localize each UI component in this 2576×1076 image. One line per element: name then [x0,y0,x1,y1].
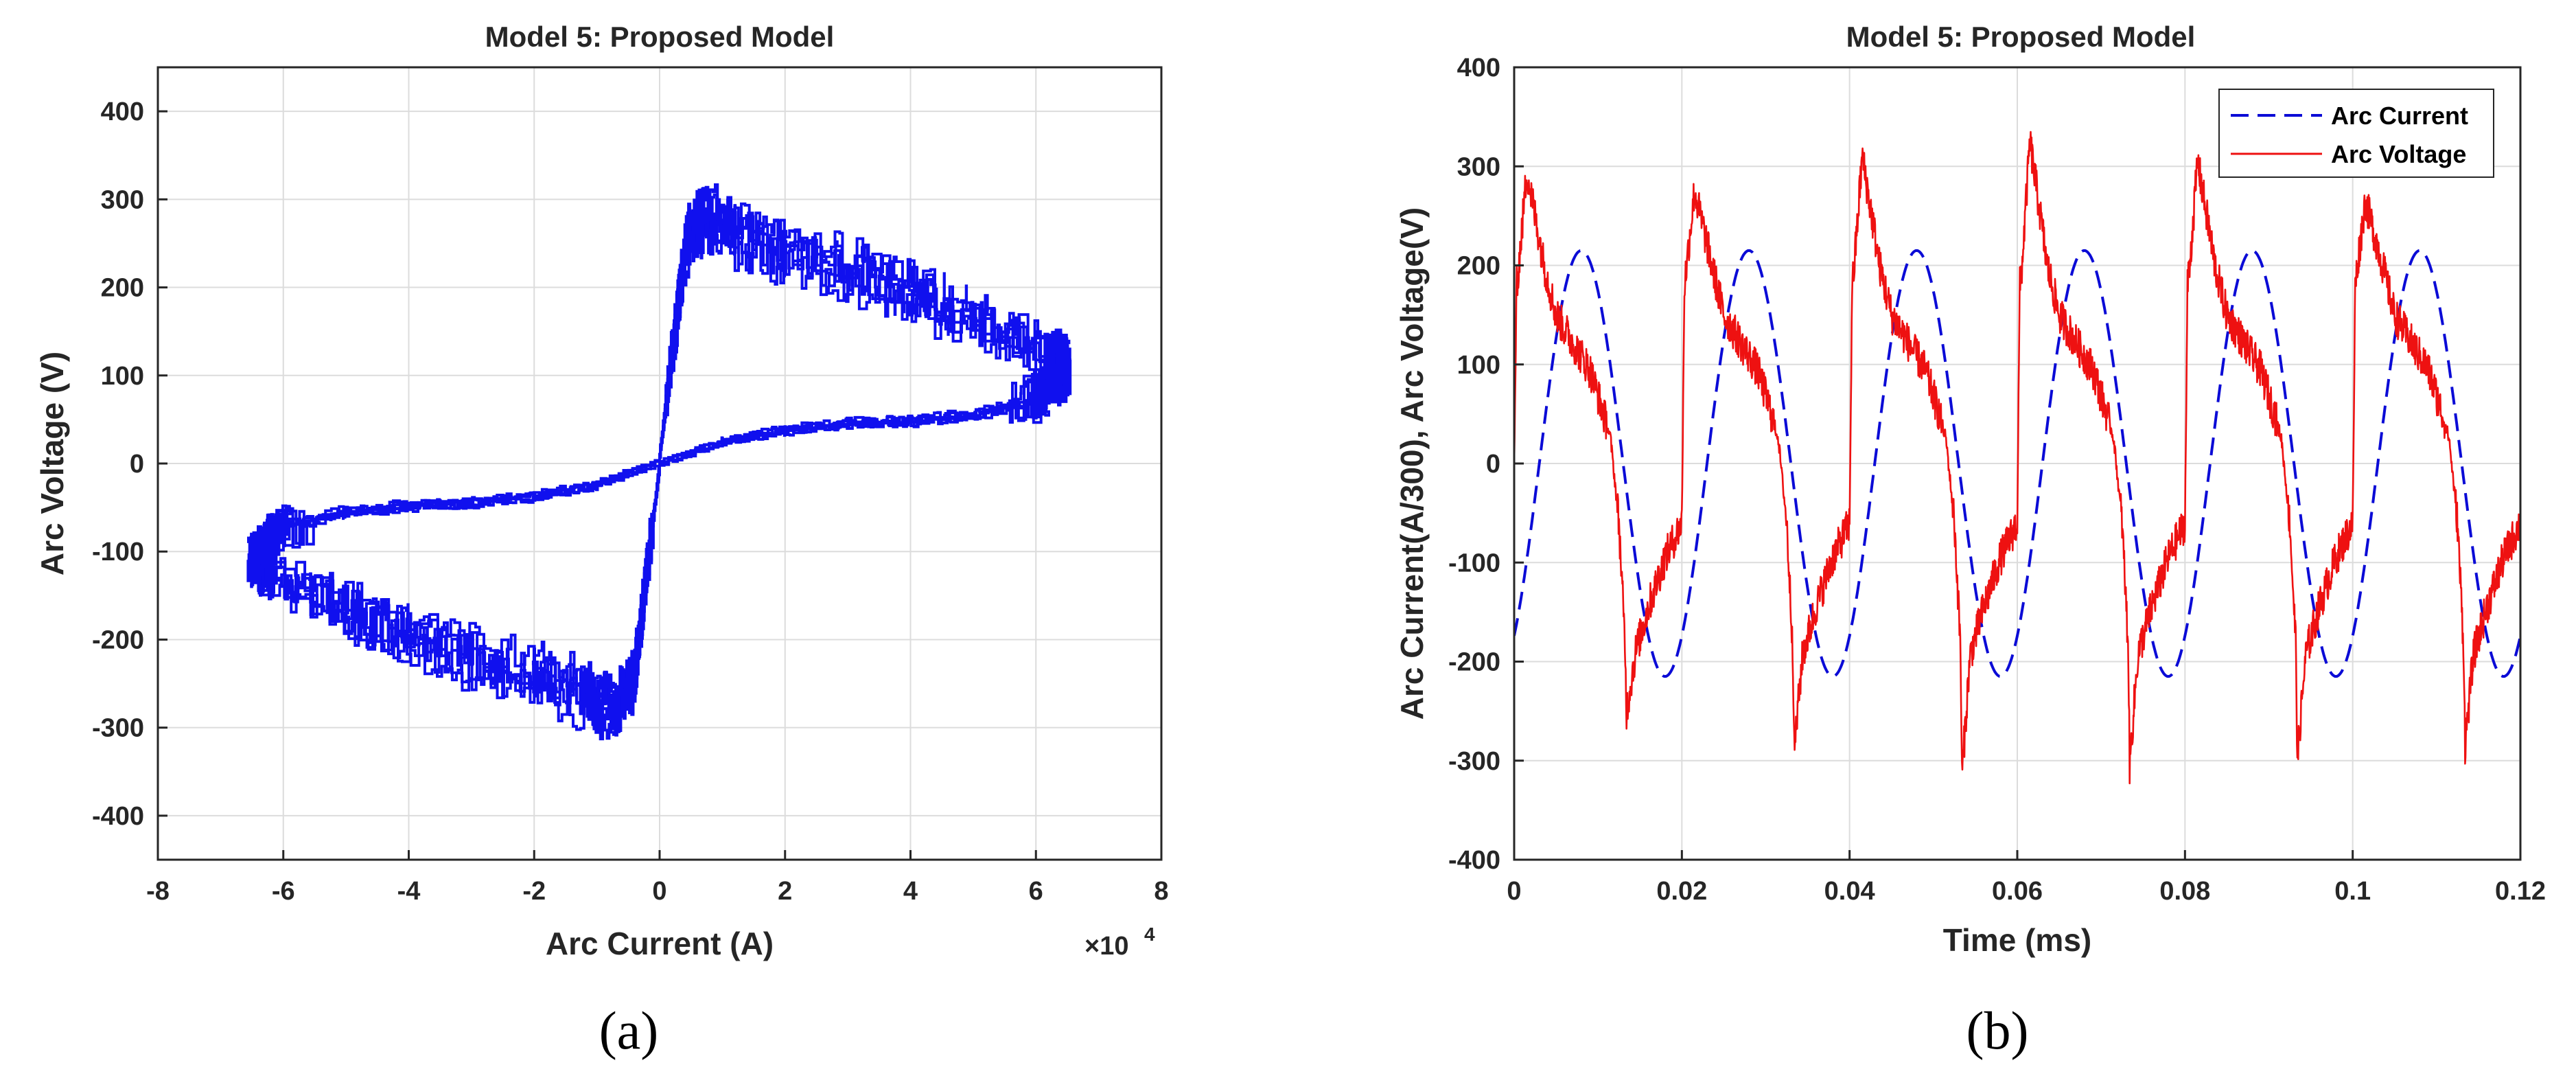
x-tick-label: 0 [652,877,666,906]
x-tick-label: -6 [272,877,295,906]
panel-a-x-multiplier-exp: 4 [1144,924,1155,945]
y-tick-label: -400 [1448,846,1500,875]
panel-b-x-label: Time (ms) [1943,922,2091,958]
x-tick-label: 0.02 [1656,877,1707,906]
panel-a-caption: (a) [599,1000,659,1060]
x-tick-label: 0 [1507,877,1521,906]
y-tick-label: -100 [1448,549,1500,577]
panel-a-series [246,183,1072,741]
x-tick-label: -8 [146,877,170,906]
hysteresis-loop-trace [248,183,1070,741]
panel-b-y-label: Arc Current(A/300), Arc Voltage(V) [1394,207,1430,720]
y-tick-label: -200 [1448,648,1500,677]
y-tick-label: 0 [130,450,144,479]
panel-a-x-label: Arc Current (A) [546,926,774,961]
arc-current-line [1514,249,2520,678]
y-tick-label: 0 [1486,450,1500,479]
y-tick-label: -300 [1448,747,1500,776]
x-tick-label: 0.12 [2495,877,2546,906]
panel-b-y-ticks: -400 -300 -200 -100 0 100 200 300 400 [1448,54,1524,875]
y-tick-label: 200 [1457,252,1500,281]
panel-b-legend: Arc Current Arc Voltage [2218,89,2494,178]
x-tick-label: 0.06 [1992,877,2043,906]
legend-current-label: Arc Current [2331,102,2468,130]
panel-a-x-multiplier-base: ×10 [1084,932,1128,961]
panel-b-x-ticks: 0 0.02 0.04 0.06 0.08 0.1 0.12 [1507,850,2546,906]
y-tick-label: 400 [101,98,144,126]
y-tick-label: 300 [1457,152,1500,181]
x-tick-label: 0.04 [1824,877,1875,906]
panel-a-x-ticks: -8 -6 -4 -2 0 2 4 6 8 [146,850,1169,906]
x-tick-label: -2 [522,877,546,906]
y-tick-label: 100 [1457,351,1500,380]
panel-a-title: Model 5: Proposed Model [485,21,835,53]
x-tick-label: 8 [1154,877,1168,906]
y-tick-label: 300 [101,185,144,214]
panel-b-series [1514,130,2520,785]
x-tick-label: 0.08 [2159,877,2210,906]
x-tick-label: 2 [778,877,792,906]
y-tick-label: -400 [92,802,144,831]
legend-voltage-label: Arc Voltage [2331,140,2466,168]
y-tick-label: -300 [92,714,144,743]
panel-a-x-multiplier: ×10 4 [1084,924,1155,961]
panel-b-caption: (b) [1966,1000,2029,1060]
panel-b-chart: Model 5: Proposed Model 0 0.02 0.04 0.06 0.0… [1394,21,2546,1060]
panel-a-y-ticks: -400 -300 -200 -100 0 100 200 300 400 [92,98,167,831]
x-tick-label: 6 [1029,877,1043,906]
y-tick-label: 200 [101,274,144,303]
panel-b-title: Model 5: Proposed Model [1846,21,2196,53]
legend-box [2218,89,2494,178]
y-tick-label: -200 [92,626,144,654]
y-tick-label: -100 [92,538,144,566]
x-tick-label: -4 [397,877,421,906]
panel-a-y-label: Arc Voltage (V) [34,352,70,575]
y-tick-label: 100 [101,362,144,391]
arc-voltage-line [1514,130,2520,785]
x-tick-label: 4 [903,877,918,906]
panel-a-chart: Model 5: Proposed Model -8 -6 -4 -2 0 2 4 6 8 -4… [34,21,1169,1060]
x-tick-label: 0.1 [2334,877,2371,906]
y-tick-label: 400 [1457,54,1500,82]
